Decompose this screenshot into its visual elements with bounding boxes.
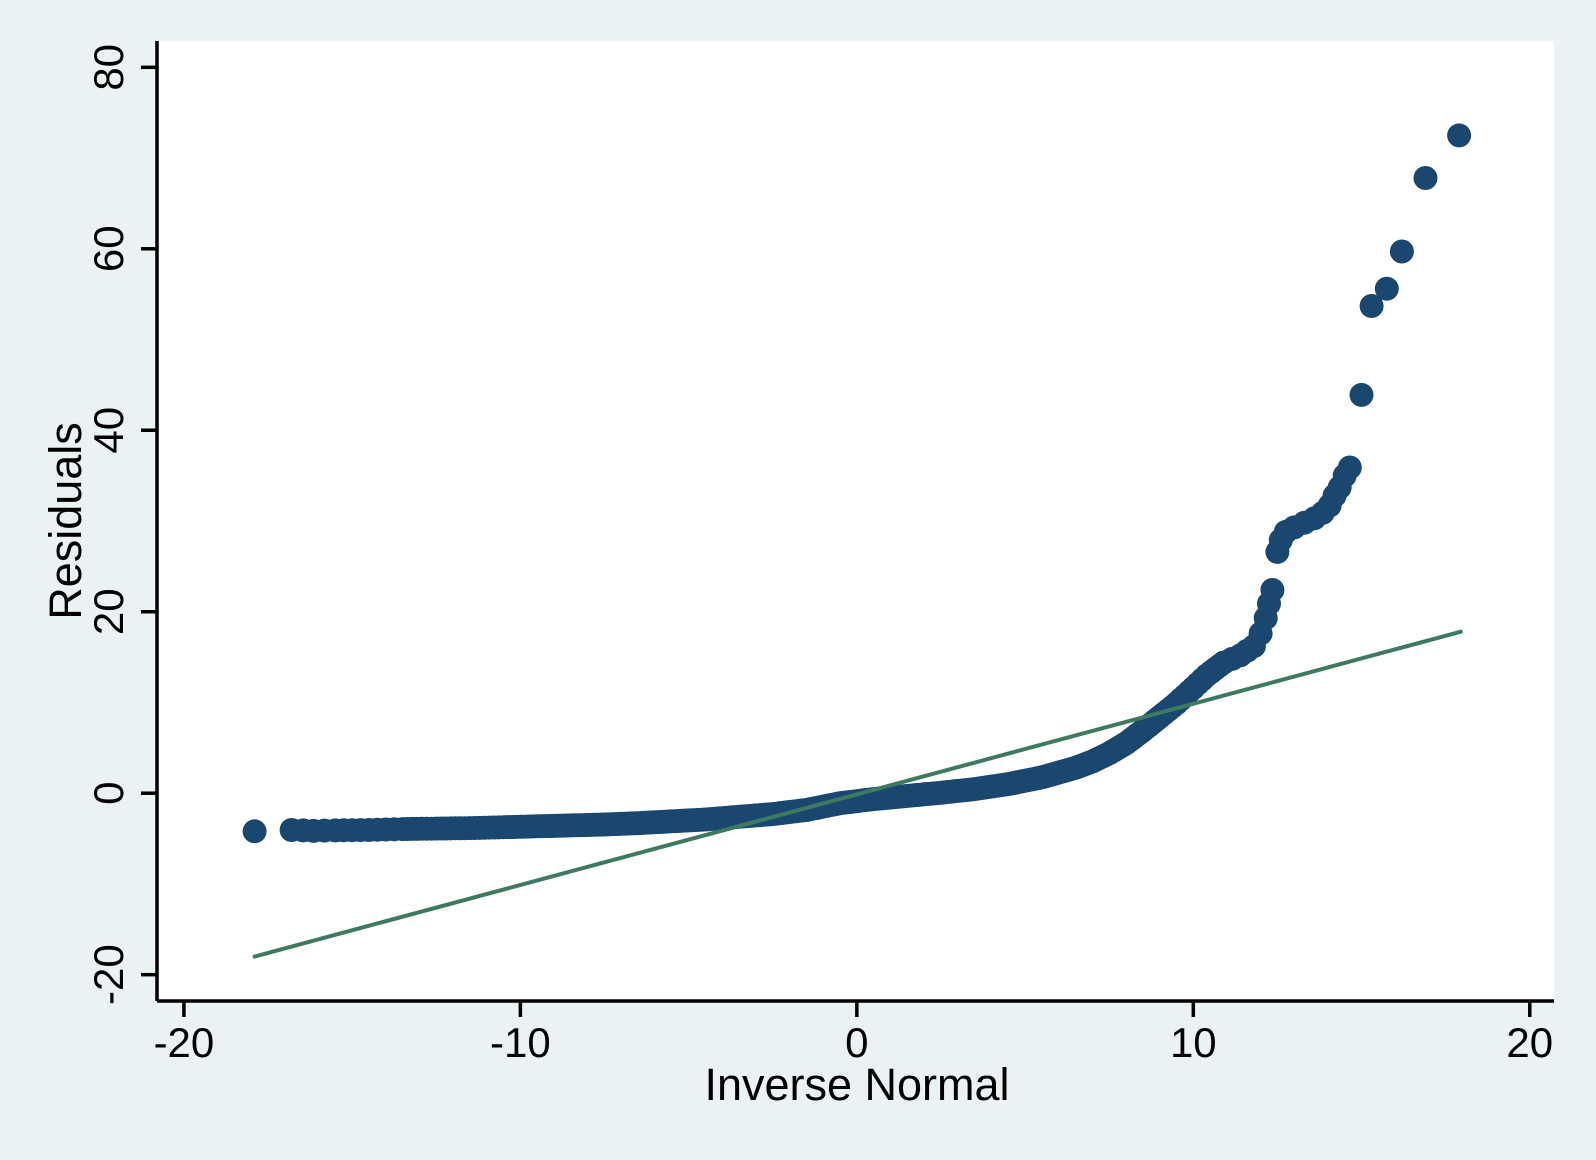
y-tick-label: 40 <box>85 407 132 454</box>
data-point <box>242 819 267 844</box>
y-axis-ticks: -20 0 20 40 60 80 <box>85 44 157 1005</box>
x-axis-title: Inverse Normal <box>704 1059 1009 1110</box>
x-tick-label: -20 <box>154 1019 215 1066</box>
x-tick-label: 0 <box>845 1019 868 1066</box>
x-axis-ticks: -20 -10 0 10 20 <box>154 1001 1553 1066</box>
data-point <box>1349 382 1374 407</box>
plot-area <box>157 41 1554 1001</box>
x-tick-label: 20 <box>1506 1019 1553 1066</box>
y-tick-label: 60 <box>85 225 132 272</box>
data-point <box>1447 123 1472 148</box>
reference-line <box>252 629 1463 959</box>
data-point <box>1389 239 1414 264</box>
data-point <box>291 818 316 843</box>
y-axis-title: Residuals <box>40 422 91 620</box>
data-point <box>1413 166 1438 190</box>
data-point <box>1260 578 1285 602</box>
y-tick-label: 80 <box>85 44 132 91</box>
x-tick-label: 10 <box>1170 1019 1217 1066</box>
data-point <box>1359 294 1384 318</box>
y-tick-label: -20 <box>85 944 132 1005</box>
x-tick-label: -10 <box>490 1019 551 1066</box>
data-point <box>1337 455 1362 480</box>
data-point <box>1374 276 1399 301</box>
y-tick-label: 20 <box>85 588 132 635</box>
y-tick-label: 0 <box>85 782 132 805</box>
